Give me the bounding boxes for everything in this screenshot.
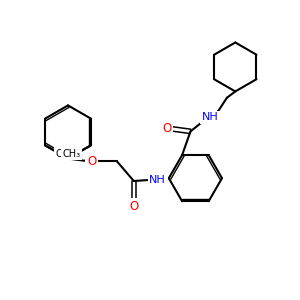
Text: NH: NH <box>202 112 218 122</box>
Text: NH: NH <box>149 175 166 184</box>
Text: O: O <box>129 200 138 212</box>
Text: O: O <box>162 122 171 135</box>
Text: CH₃: CH₃ <box>63 149 81 159</box>
Text: CH₃: CH₃ <box>55 149 74 159</box>
Text: O: O <box>87 155 96 168</box>
